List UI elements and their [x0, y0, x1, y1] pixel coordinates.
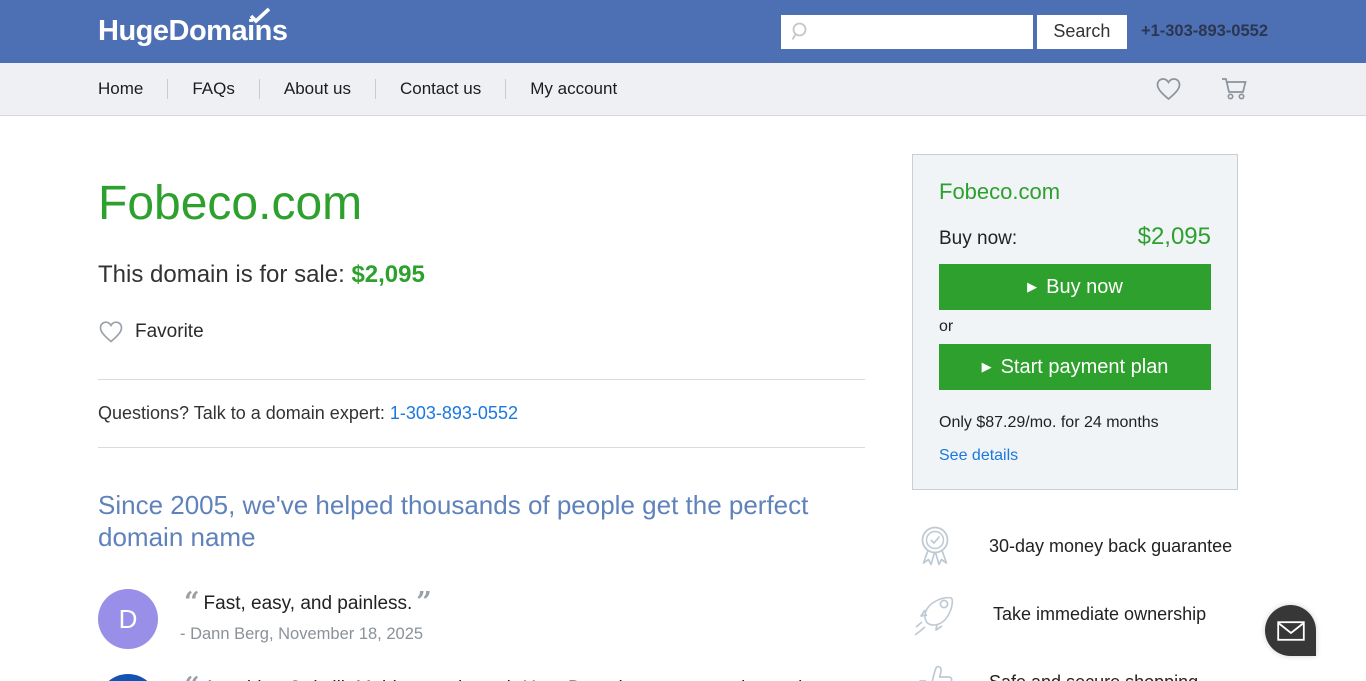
buy-now-price: $2,095 [1137, 223, 1211, 250]
main-nav: Home FAQs About us Contact us My account [0, 63, 1366, 116]
close-quote-mark: ” [416, 587, 432, 619]
expert-phone-link[interactable]: 1-303-893-0552 [389, 403, 518, 423]
heart-outline-icon [99, 321, 123, 343]
purchase-box-domain: Fobeco.com [939, 179, 1061, 204]
open-quote-mark: “ [180, 672, 204, 681]
avatar: G [98, 674, 158, 681]
site-header: HugeDomains Search +1-303-893-0552 [0, 0, 1366, 63]
nav-item-my-account[interactable]: My account [530, 79, 618, 98]
rocket-icon [912, 591, 958, 637]
open-quote-mark: “ [184, 587, 200, 619]
search-icon [791, 22, 807, 40]
nav-item-about-us[interactable]: About us [283, 79, 351, 98]
testimonial-quote: Fast, easy, and painless. [203, 593, 413, 615]
award-badge-icon [912, 523, 958, 569]
domain-search-box [780, 14, 1035, 49]
purchase-box: Fobeco.com Buy now: $2,095 ▶ Buy now or … [912, 154, 1238, 490]
questions-line: Questions? Talk to a domain expert: 1-30… [98, 403, 865, 424]
testimonial-attribution: - Dann Berg, November 18, 2025 [180, 625, 424, 644]
testimonial: G “Acquiring OakvilleMaids.com through H… [98, 674, 865, 681]
page-title-domain: Fobeco.com [98, 177, 363, 230]
search-input[interactable] [811, 15, 1035, 48]
play-arrow-icon: ▶ [981, 359, 992, 374]
see-details-link[interactable]: See details [939, 447, 1019, 464]
nav-item-contact-us[interactable]: Contact us [399, 79, 482, 98]
divider [98, 447, 865, 448]
testimonial-quote: Acquiring OakvilleMaids.com through Huge… [180, 678, 849, 681]
or-label: or [939, 318, 954, 335]
feature-secure-shopping: Safe and secure shopping [912, 659, 1238, 681]
thumbs-up-icon [912, 659, 958, 681]
favorite-label: Favorite [135, 320, 204, 342]
avatar: D [98, 589, 158, 650]
buy-now-label: Buy now: [939, 228, 1018, 249]
hugedomains-logo[interactable]: HugeDomains [98, 7, 288, 48]
favorite-button[interactable]: Favorite [98, 319, 865, 344]
search-button[interactable]: Search [1036, 14, 1127, 49]
chat-launcher[interactable] [1265, 605, 1316, 656]
header-phone-number: +1-303-893-0552 [1140, 22, 1268, 40]
sale-price: $2,095 [351, 261, 425, 288]
feature-money-back: 30-day money back guarantee [912, 523, 1238, 569]
for-sale-line: This domain is for sale: $2,095 [98, 261, 865, 289]
feature-immediate-ownership: Take immediate ownership [912, 591, 1238, 637]
logo-checkmark-icon [249, 7, 271, 24]
divider [98, 379, 865, 380]
envelope-icon [1276, 620, 1305, 641]
buy-now-button[interactable]: ▶ Buy now [939, 264, 1211, 310]
favorites-heart-icon[interactable] [1155, 76, 1182, 102]
play-arrow-icon: ▶ [1027, 279, 1038, 294]
payment-plan-terms: Only $87.29/mo. for 24 months [939, 414, 1159, 431]
questions-label: Questions? Talk to a domain expert: [98, 403, 385, 423]
nav-item-faqs[interactable]: FAQs [192, 79, 235, 98]
tagline-heading: Since 2005, we've helped thousands of pe… [98, 490, 809, 552]
for-sale-label: This domain is for sale: [98, 261, 345, 288]
testimonial: D “Fast, easy, and painless.” - Dann Ber… [98, 587, 865, 650]
cart-icon[interactable] [1220, 76, 1248, 102]
nav-item-home[interactable]: Home [98, 79, 144, 98]
start-payment-plan-button[interactable]: ▶ Start payment plan [939, 344, 1211, 390]
